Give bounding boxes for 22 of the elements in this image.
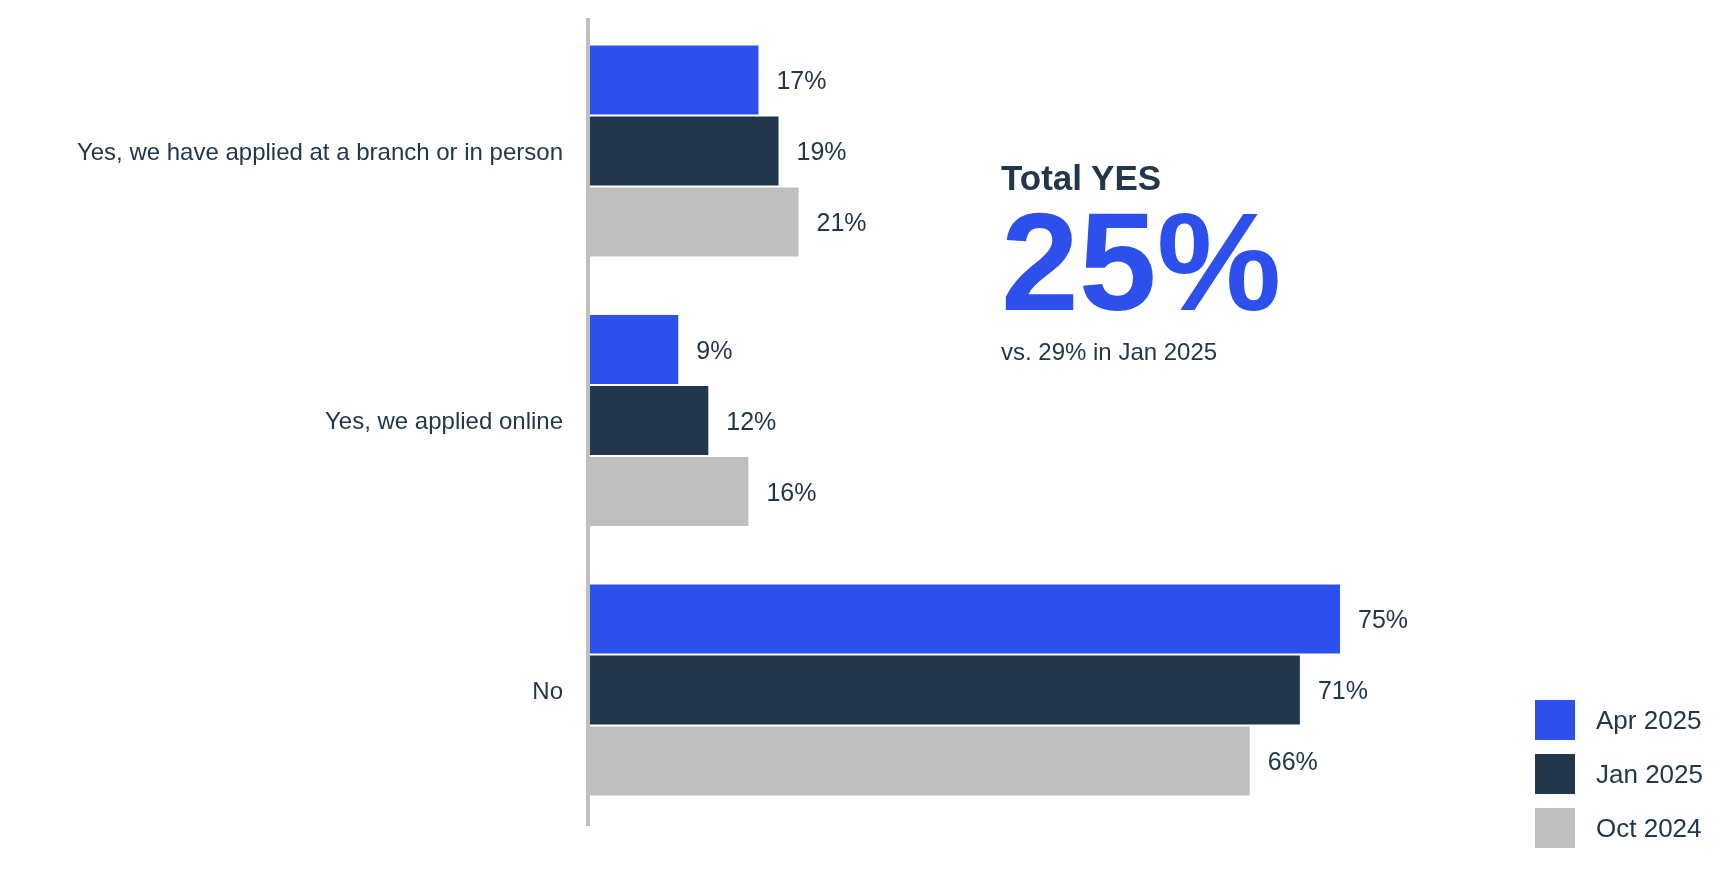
bar (588, 655, 1300, 725)
data-label: 12% (726, 406, 777, 435)
data-label: 21% (816, 208, 867, 236)
annotation: vs. 29% in Jan 2025 (1001, 338, 1218, 365)
data-label: 66% (1267, 747, 1318, 775)
data-label: 17% (776, 66, 827, 94)
data-label: 16% (766, 477, 817, 506)
bar (588, 45, 759, 115)
y-tick-label: No (532, 676, 563, 704)
y-tick-label: Yes, we applied online (325, 407, 563, 434)
bar (588, 315, 679, 384)
legend-label: Jan 2025 (1596, 759, 1703, 789)
bar (588, 386, 709, 455)
y-tick-label: Yes, we have applied at a branch or in person (76, 137, 563, 165)
data-label: 75% (1358, 605, 1409, 633)
legend-label: Apr 2025 (1596, 705, 1702, 735)
data-label: 19% (796, 137, 847, 165)
legend-label: Oct 2024 (1596, 813, 1702, 843)
data-label: 71% (1317, 676, 1368, 704)
bar (588, 116, 779, 186)
data-label: 9% (696, 335, 733, 364)
bar (588, 584, 1340, 654)
